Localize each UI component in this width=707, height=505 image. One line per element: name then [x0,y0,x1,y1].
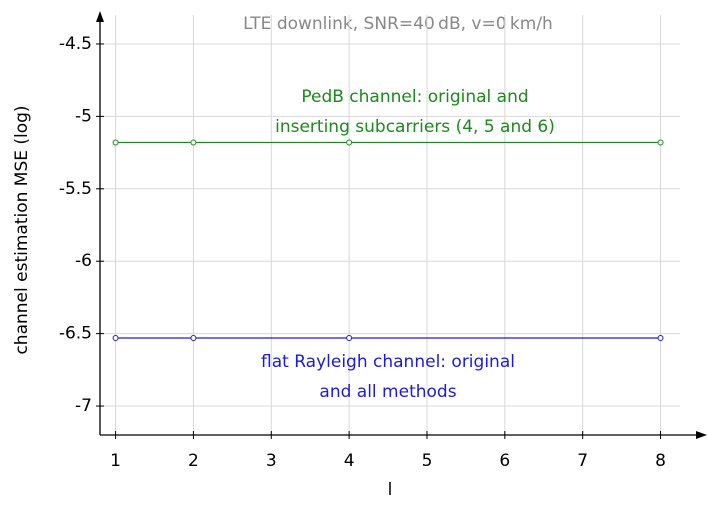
x-tick-label: 1 [110,451,121,471]
y-axis-arrow [96,11,104,22]
x-axis-label: l [388,480,393,500]
x-tick-label: 4 [344,451,355,471]
marker [112,334,119,341]
annotation: flat Rayleigh channel: original [261,352,515,372]
y-tick-label: -5 [75,106,92,126]
y-tick-label: -7 [75,396,92,416]
y-tick-label: -5.5 [59,179,92,199]
x-tick-label: 3 [266,451,277,471]
marker [346,334,353,341]
annotation: and all methods [319,382,456,402]
y-tick-label: -6 [75,251,92,271]
annotation: inserting subcarriers (4, 5 and 6) [275,117,555,137]
x-tick-label: 2 [188,451,199,471]
marker [112,139,119,146]
marker [190,139,197,146]
marker [190,334,197,341]
annotation: PedB channel: original and [301,87,528,107]
x-tick-label: 7 [577,451,588,471]
x-axis-arrow [696,431,707,439]
x-tick-label: 5 [422,451,433,471]
x-tick-label: 8 [655,451,666,471]
marker [346,139,353,146]
chart-title: LTE downlink, SNR=40 dB, v=0 km/h [243,14,553,34]
y-tick-label: -6.5 [59,324,92,344]
y-tick-label: -4.5 [59,34,92,54]
x-tick-label: 6 [499,451,510,471]
marker [657,139,664,146]
y-axis-label: channel estimation MSE (log) [12,105,32,354]
marker [657,334,664,341]
